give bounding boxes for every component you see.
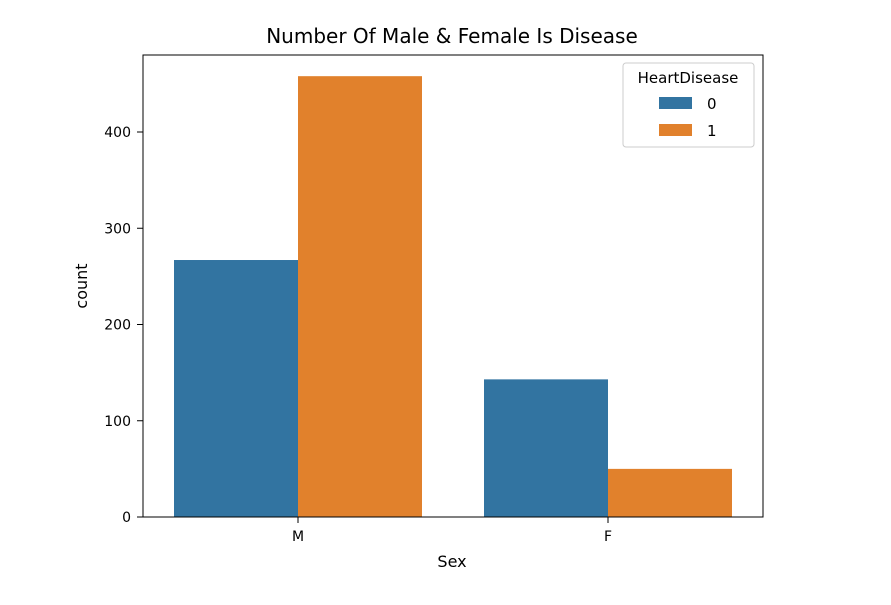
y-tick-label: 400 (104, 125, 131, 141)
x-axis-label: Sex (437, 552, 466, 571)
bar-F-1 (608, 468, 732, 517)
y-tick-label: 0 (122, 510, 131, 526)
y-axis-label: count (72, 263, 91, 308)
bar-F-0 (484, 379, 608, 517)
chart-title: Number Of Male & Female Is Disease (266, 24, 638, 48)
y-tick-label: 300 (104, 221, 131, 237)
x-tick-label: F (604, 529, 612, 545)
legend-swatch-0 (659, 97, 692, 109)
bar-M-0 (174, 260, 298, 517)
y-tick-label: 100 (104, 414, 131, 430)
x-tick-label: M (292, 529, 304, 545)
legend-label-0: 0 (707, 95, 717, 113)
plot-frame (142, 54, 764, 518)
y-axis: 0 100 200 300 400 (104, 125, 143, 526)
legend-label-1: 1 (707, 122, 717, 140)
bars-group (174, 76, 732, 518)
y-tick-label: 200 (104, 318, 131, 334)
legend-swatch-1 (659, 124, 692, 136)
legend-title: HeartDisease (638, 69, 739, 87)
legend: HeartDisease 0 1 (622, 62, 755, 148)
bar-M-1 (298, 76, 422, 518)
